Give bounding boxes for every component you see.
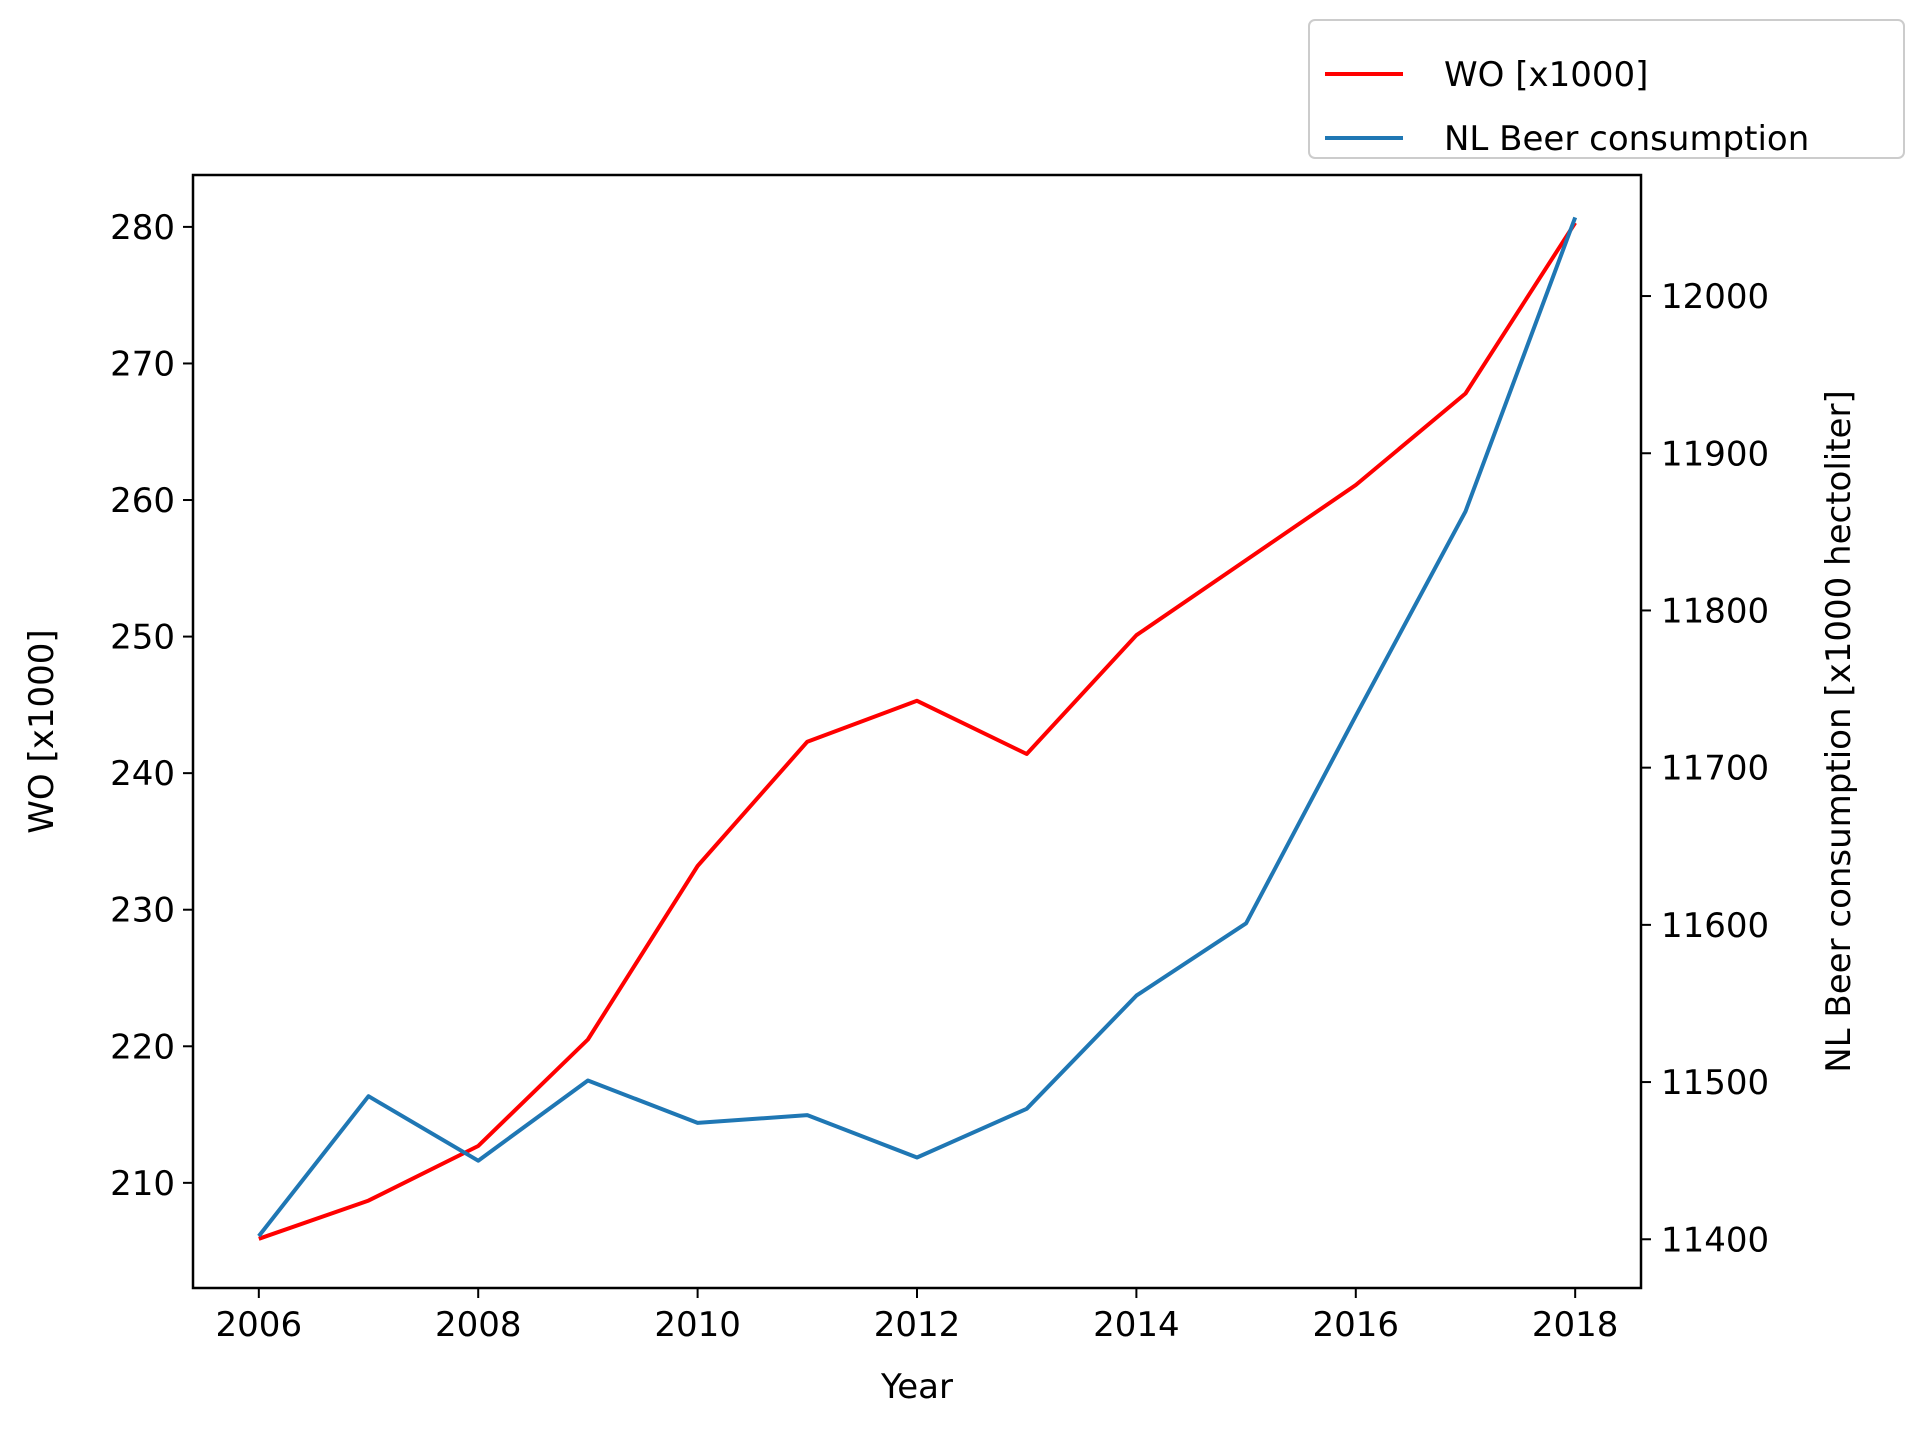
x-tick-label: 2008 [435,1305,522,1345]
y-right-tick-label: 11900 [1661,434,1769,474]
x-tick-label: 2014 [1093,1305,1180,1345]
y-right-tick-label: 11600 [1661,906,1769,946]
series-line-beer [257,216,1578,1238]
x-tick-label: 2006 [216,1305,303,1345]
legend-box [1308,19,1905,159]
series-line-wo [258,221,1577,1241]
y-right-tick-label: 11800 [1661,591,1769,631]
y-left-tick-label: 240 [110,754,175,794]
x-tick-label: 2010 [654,1305,741,1345]
y-left-tick-label: 250 [110,618,175,658]
legend: WO [x1000] NL Beer consumption [1308,19,1905,159]
y-axis-right-label: NL Beer consumption [x1000 hectoliter] [1819,390,1859,1072]
x-axis: 2006 2008 2010 2012 2014 2016 2018 [216,1288,1619,1345]
y-left-tick-label: 280 [110,208,175,248]
x-tick-label: 2016 [1313,1305,1400,1345]
legend-label-beer: NL Beer consumption [1444,119,1809,159]
y-right-tick-label: 11500 [1661,1063,1769,1103]
y-axis-left: 210 220 230 240 250 260 270 280 [110,208,193,1204]
legend-label-wo: WO [x1000] [1444,55,1648,95]
y-right-tick-label: 11400 [1661,1220,1769,1260]
y-axis-right: 11400 11500 11600 11700 11800 11900 12000 [1641,277,1769,1260]
y-left-tick-label: 270 [110,344,175,384]
x-tick-label: 2018 [1532,1305,1619,1345]
y-left-tick-label: 260 [110,481,175,521]
y-left-tick-label: 220 [110,1027,175,1067]
y-axis-left-label: WO [x1000] [22,629,62,833]
x-axis-label: Year [880,1367,953,1407]
plot-lines [257,216,1578,1241]
y-left-tick-label: 210 [110,1164,175,1204]
y-right-tick-label: 11700 [1661,749,1769,789]
y-right-tick-label: 12000 [1661,277,1769,317]
y-left-tick-label: 230 [110,891,175,931]
x-tick-label: 2012 [874,1305,961,1345]
